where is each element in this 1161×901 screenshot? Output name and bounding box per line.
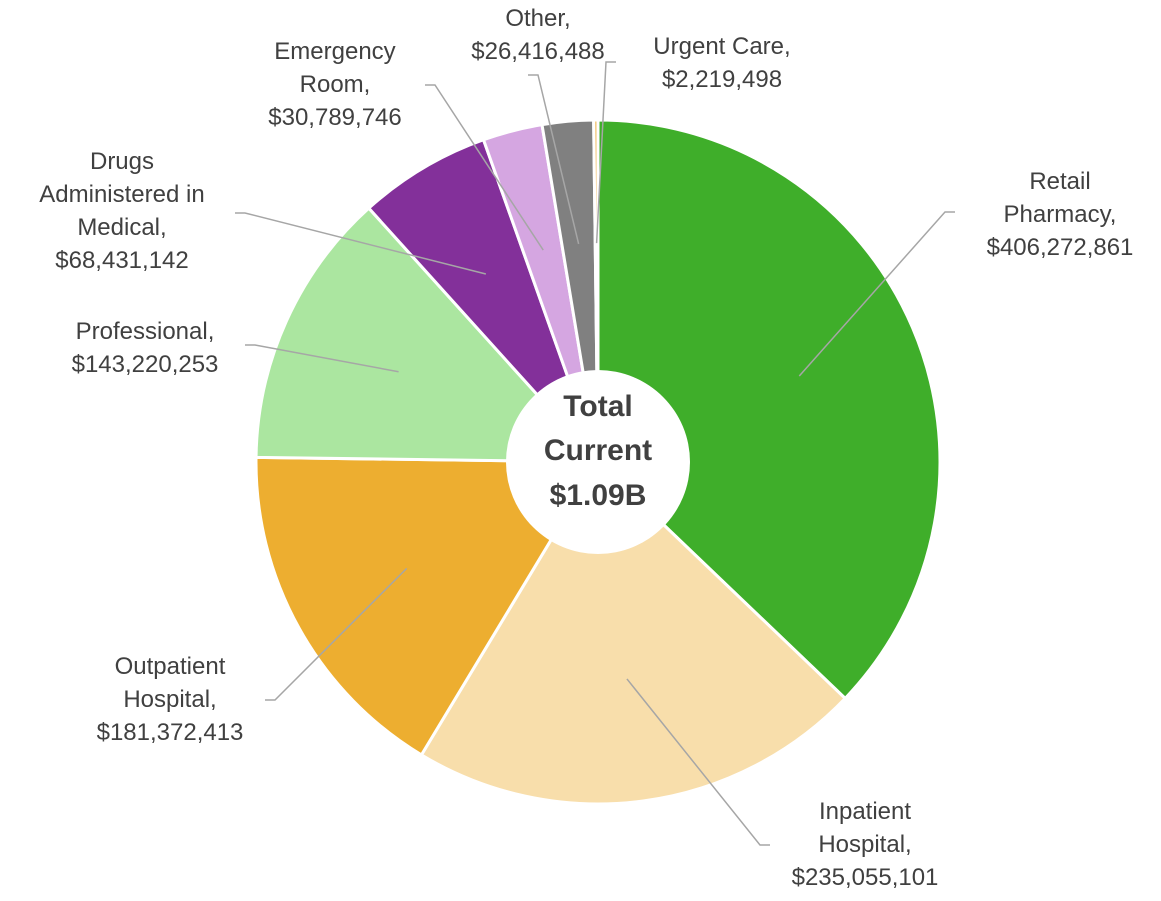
pie-slice [596,118,942,701]
category-label: Drugs Administered in Medical, [39,148,205,241]
value-label: $26,416,488 [471,38,605,65]
leader-line [265,567,408,701]
category-label: Retail Pharmacy, [1003,168,1117,228]
pie-slice [366,137,600,464]
category-label: Outpatient Hospital, [114,653,226,713]
category-label: Urgent Care, [653,33,791,60]
value-label: $143,220,253 [71,351,219,378]
leader-line [626,678,770,846]
leader-line [245,344,399,373]
leader-line [425,84,544,251]
value-label: $2,219,498 [661,66,783,93]
center-label: Total [563,390,632,423]
category-label: Emergency Room, [274,38,396,98]
center-label: Current [544,434,652,467]
value-label: $68,431,142 [55,247,189,274]
data-label: Emergency Room, $30,789,746 [250,35,420,134]
value-label: $30,789,746 [268,104,402,131]
leader-line [235,212,487,275]
data-label: Other, $26,416,488 [453,2,623,68]
slices [254,118,942,806]
data-label: Inpatient Hospital, $235,055,101 [780,795,950,894]
leader-line [798,211,955,377]
data-label: Retail Pharmacy, $406,272,861 [975,165,1145,264]
leaders [235,61,955,846]
value-label: $406,272,861 [986,234,1134,261]
category-label: Professional, [75,318,215,345]
data-label: Urgent Care, $2,219,498 [635,30,810,96]
leader-line [528,74,580,245]
category-label: Other, [505,5,571,32]
pie-slice [419,459,848,806]
pie-slice [254,206,602,464]
donut-hole [506,370,690,554]
category-label: Inpatient Hospital, [818,798,912,858]
data-label: Professional, $143,220,253 [45,315,245,381]
data-label: Outpatient Hospital, $181,372,413 [85,650,255,749]
leader-line [595,61,616,244]
data-label: Drugs Administered in Medical, $68,431,14… [30,145,215,277]
value-label: $235,055,101 [791,864,939,891]
pie-slice [254,455,601,757]
value-label: $181,372,413 [96,719,244,746]
center-value: $1.09B [550,479,647,512]
